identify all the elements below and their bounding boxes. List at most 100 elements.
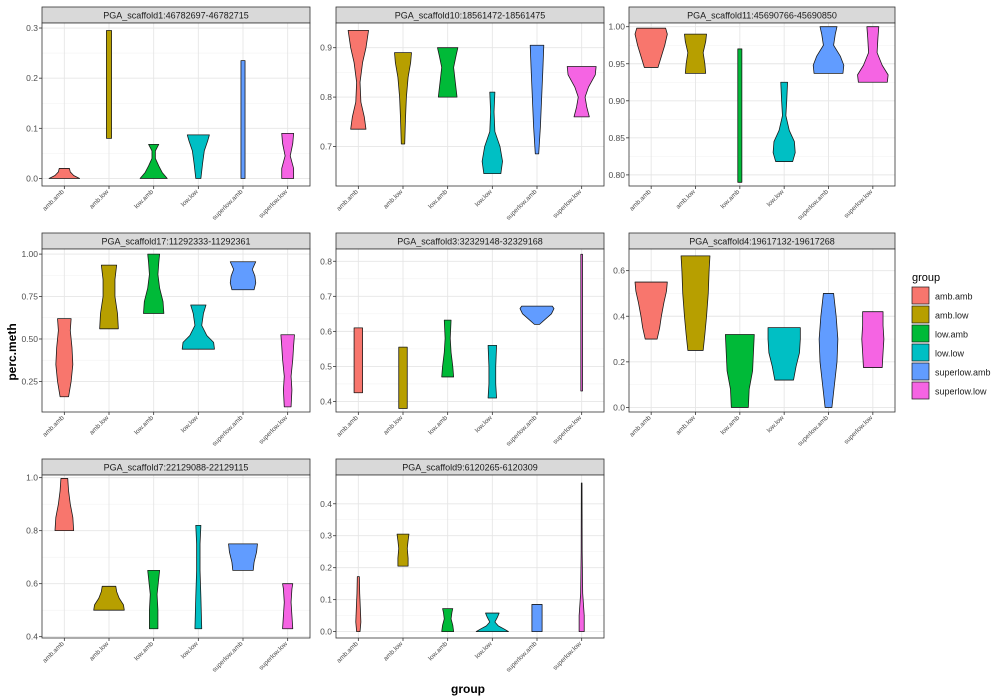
violin-low-low [475, 612, 509, 633]
plot-area [629, 23, 895, 186]
y-tick-label: 0.8 [320, 92, 332, 102]
y-tick-label: 0.9 [320, 43, 332, 53]
violin-amb-amb [54, 478, 75, 532]
legend-key [911, 305, 930, 324]
facet-title: PGA_scaffold11:45690766-45690850 [687, 11, 837, 21]
y-tick-label: 0.75 [21, 292, 38, 302]
panel-border [628, 22, 896, 187]
legend-label: amb.low [935, 311, 969, 321]
y-tick-label: 0.6 [26, 579, 38, 589]
y-tick-label: 0.0 [26, 173, 38, 183]
violin-amb-amb [347, 30, 369, 130]
violin-low-amb [139, 143, 168, 179]
legend-label: superlow.low [935, 387, 987, 397]
legend-key [911, 362, 930, 381]
violin-amb-amb [353, 327, 363, 394]
y-tick-label: 0.6 [613, 266, 625, 276]
facet-panel: PGA_scaffold1:46782697-46782715 0.0 0.1 0.2… [26, 6, 311, 222]
facet-title: PGA_scaffold3:32329148-32329168 [397, 237, 542, 247]
violin-amb-low [106, 30, 112, 139]
panel-border [335, 474, 605, 639]
y-tick-label: 0.95 [608, 59, 625, 69]
violin-low-low [767, 327, 801, 381]
facet-panel: PGA_scaffold4:19617132-19617268 0.0 0.2 0.4… [613, 232, 896, 448]
y-tick-label: 0.1 [320, 595, 332, 605]
panel-border [41, 248, 311, 413]
legend-label: low.amb [935, 330, 968, 340]
y-tick-label: 0.8 [26, 526, 38, 536]
facet-title: PGA_scaffold1:46782697-46782715 [103, 11, 248, 21]
violin-amb-amb [634, 27, 668, 68]
panel-border [335, 248, 605, 413]
violin-superlow-amb [531, 604, 543, 633]
violin-amb-low [398, 346, 408, 409]
violin-superlow-low [861, 311, 885, 368]
plot-area [336, 475, 604, 638]
violin-low-amb [724, 334, 755, 408]
violin-low-amb [437, 47, 459, 98]
y-tick-label: 0.80 [608, 170, 625, 180]
y-tick-label: 0.8 [320, 256, 332, 266]
y-tick-label: 0.4 [26, 632, 38, 642]
violin-amb-amb [48, 168, 81, 179]
legend-label: low.low [935, 349, 965, 359]
violin-amb-low [396, 533, 410, 567]
facet-title: PGA_scaffold17:11292333-11292361 [101, 237, 250, 247]
violin-low-low [181, 304, 215, 350]
plot-area [42, 249, 310, 412]
y-tick-label: 0.50 [21, 334, 38, 344]
violin-amb-amb [55, 318, 74, 398]
violin-superlow-amb [818, 293, 839, 408]
violin-superlow-low [566, 66, 597, 118]
violin-superlow-low [281, 132, 295, 179]
legend-label: amb.amb [935, 292, 973, 302]
y-tick-label: 1.00 [21, 249, 38, 259]
violin-superlow-amb [812, 26, 845, 74]
violin-superlow-amb [529, 44, 545, 155]
legend-title: group [912, 272, 940, 284]
y-tick-label: 0.7 [320, 141, 332, 151]
y-tick-label: 1.0 [26, 473, 38, 483]
y-tick-label: 0.90 [608, 96, 625, 106]
y-tick-label: 0.85 [608, 133, 625, 143]
y-tick-label: 0.0 [320, 627, 332, 637]
y-tick-label: 0.3 [26, 23, 38, 33]
plot-area [336, 249, 604, 412]
violin-superlow-low [282, 583, 294, 630]
legend-key [911, 381, 930, 400]
violin-amb-amb [634, 281, 668, 340]
panel-border [41, 474, 311, 639]
legend-key [911, 324, 930, 343]
y-tick-label: 0.4 [320, 499, 332, 509]
violin-low-low [481, 91, 503, 175]
legend-key [911, 286, 930, 305]
plot-area [42, 475, 310, 638]
x-axis-title: group [451, 682, 485, 696]
y-tick-label: 0.7 [320, 291, 332, 301]
y-tick-label: 1.00 [608, 22, 625, 32]
violin-superlow-low [580, 253, 583, 392]
y-tick-label: 0.2 [320, 563, 332, 573]
violin-amb-low [99, 264, 119, 330]
violin-superlow-amb [228, 543, 258, 571]
violin-amb-low [684, 33, 707, 74]
y-tick-label: 0.1 [26, 123, 38, 133]
violin-amb-amb [355, 576, 362, 633]
y-tick-label: 0.3 [320, 531, 332, 541]
legend-key [911, 343, 930, 362]
y-axis-title: perc.meth [5, 323, 19, 380]
violin-low-low [194, 524, 203, 630]
violin-low-amb [441, 608, 455, 633]
facet-title: PGA_scaffold9:6120265-6120309 [402, 463, 537, 473]
facet-title: PGA_scaffold7:22129088-22129115 [104, 463, 249, 473]
violin-low-low [487, 345, 497, 399]
violin-amb-low [394, 52, 412, 145]
facet-title: PGA_scaffold4:19617132-19617268 [689, 237, 834, 247]
violin-superlow-low [280, 334, 295, 408]
violin-low-amb [147, 570, 161, 630]
y-tick-label: 0.25 [21, 376, 38, 386]
panel-border [628, 248, 896, 413]
violin-superlow-low [857, 26, 889, 83]
facet-title: PGA_scaffold10:18561472-18561475 [395, 11, 545, 21]
